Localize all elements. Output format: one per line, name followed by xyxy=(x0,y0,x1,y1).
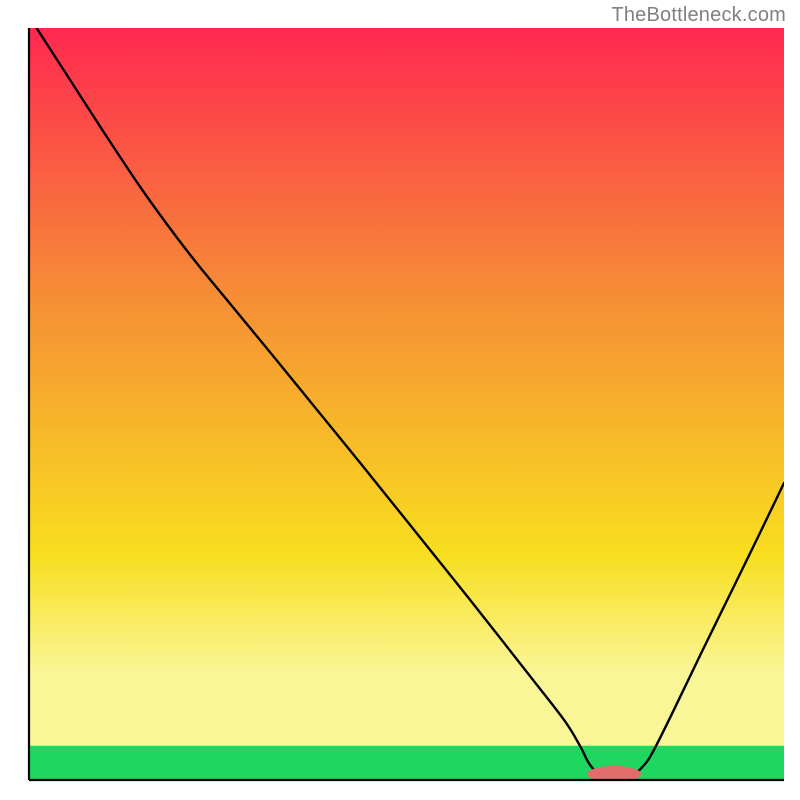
watermark-text: TheBottleneck.com xyxy=(611,4,786,27)
chart-container: TheBottleneck.com xyxy=(0,0,800,800)
plot-area xyxy=(29,28,784,782)
heat-gradient-background xyxy=(29,28,784,780)
bottleneck-curve-chart xyxy=(0,0,800,800)
